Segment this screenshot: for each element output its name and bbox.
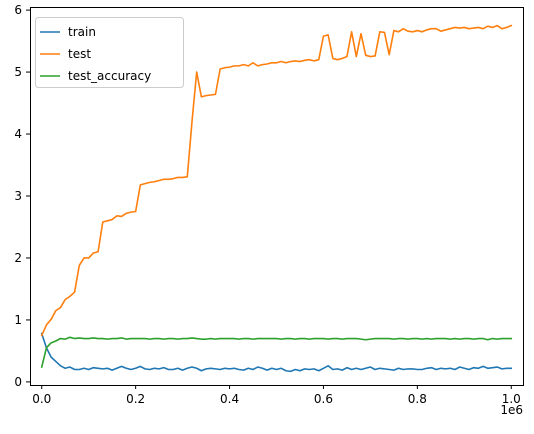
y-tick-label: 5 (14, 65, 22, 79)
y-tick-label: 0 (14, 375, 22, 389)
legend: train test test_accuracy (35, 17, 184, 88)
series-line-test-accuracy (40, 336, 513, 368)
x-tick-label: 0.8 (408, 392, 427, 406)
series-line-test (40, 24, 513, 337)
legend-label-test-accuracy: test_accuracy (68, 69, 151, 83)
x-offset-label: 1e6 (500, 403, 523, 417)
y-axis: 0 1 2 3 4 5 6 (14, 3, 30, 389)
legend-box (35, 17, 184, 88)
legend-label-test: test (68, 47, 91, 61)
y-tick-label: 1 (14, 313, 22, 327)
plot-frame (30, 7, 524, 386)
series-line-train (40, 332, 513, 373)
x-tick-label: 0.2 (126, 392, 145, 406)
x-tick-label: 1.0 (502, 392, 521, 406)
y-tick-label: 3 (14, 189, 22, 203)
y-tick-label: 2 (14, 251, 22, 265)
series-layer (40, 24, 513, 373)
y-tick-label: 6 (14, 3, 22, 17)
y-tick-label: 4 (14, 127, 22, 141)
x-axis: 0.0 0.2 0.4 0.6 0.8 1.0 (32, 385, 521, 406)
legend-label-train: train (68, 25, 96, 39)
x-tick-label: 0.6 (314, 392, 333, 406)
x-tick-label: 0.0 (32, 392, 51, 406)
x-tick-label: 0.4 (220, 392, 239, 406)
